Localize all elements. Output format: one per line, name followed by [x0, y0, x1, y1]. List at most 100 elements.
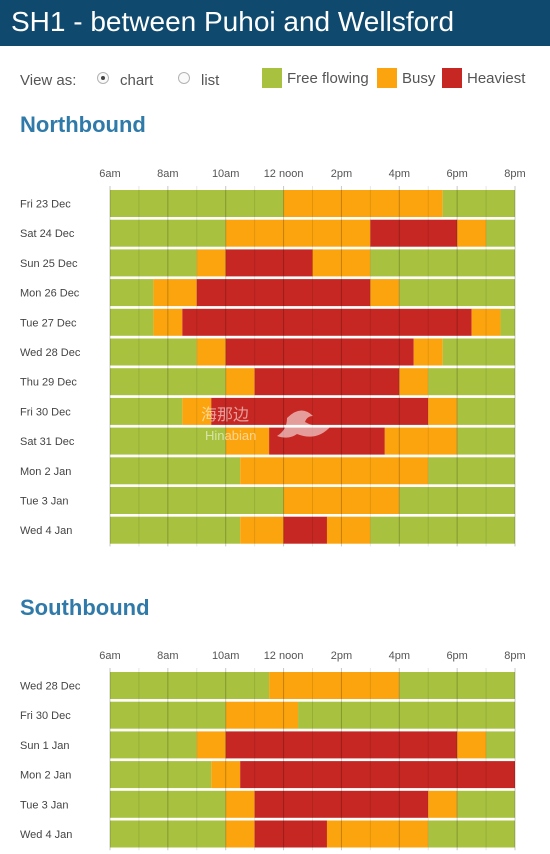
- segment-free: [110, 701, 226, 729]
- segment-free: [110, 397, 183, 425]
- x-tick-label: 8pm: [504, 650, 525, 662]
- x-tick-label: 12 noon: [264, 650, 304, 662]
- x-tick-label: 8pm: [504, 168, 525, 180]
- segment-busy: [225, 368, 255, 396]
- segment-free: [110, 516, 241, 544]
- segment-free: [486, 731, 515, 759]
- row-label: Tue 3 Jan: [20, 496, 69, 508]
- x-tick-label: 4pm: [389, 168, 410, 180]
- row-label: Tue 27 Dec: [20, 317, 77, 329]
- segment-free: [428, 820, 515, 848]
- segment-free: [500, 308, 515, 336]
- segment-free: [457, 397, 515, 425]
- segment-heavy: [254, 820, 327, 848]
- chart-option-label[interactable]: chart: [120, 72, 154, 89]
- bird-icon: [277, 410, 331, 438]
- segment-busy: [457, 731, 487, 759]
- x-tick-label: 12 noon: [264, 168, 304, 180]
- segment-free: [486, 219, 515, 247]
- chart-radio[interactable]: [97, 72, 109, 84]
- row-label: Mon 2 Jan: [20, 770, 71, 782]
- segment-busy: [196, 249, 226, 277]
- segment-heavy: [225, 731, 458, 759]
- row-label: Sat 31 Dec: [20, 436, 75, 448]
- page-title: SH1 - between Puhoi and Wellsford: [11, 6, 455, 37]
- row-label: Mon 2 Jan: [20, 466, 71, 478]
- segment-busy: [428, 397, 458, 425]
- row-label: Wed 4 Jan: [20, 829, 72, 841]
- segment-free: [110, 219, 226, 247]
- segment-free: [110, 761, 212, 789]
- legend-label-free-flowing: Free flowing: [287, 70, 369, 87]
- row-label: Thu 29 Dec: [20, 377, 77, 389]
- segment-busy: [182, 397, 212, 425]
- x-tick-label: 2pm: [331, 168, 352, 180]
- row-label: Tue 3 Jan: [20, 799, 69, 811]
- view-as-row: View as: chart list Free flowing Busy He…: [0, 62, 550, 96]
- segment-busy: [326, 516, 371, 544]
- segment-busy: [413, 338, 443, 366]
- segment-free: [428, 368, 515, 396]
- segment-heavy: [182, 308, 472, 336]
- watermark-text-en: Hinabian: [205, 428, 256, 443]
- legend-label-heaviest: Heaviest: [467, 70, 526, 87]
- segment-free: [298, 701, 515, 729]
- segment-free: [399, 487, 515, 514]
- segment-busy: [225, 219, 371, 247]
- segment-free: [110, 672, 270, 699]
- segment-busy: [457, 219, 487, 247]
- list-radio[interactable]: [178, 72, 190, 84]
- segment-heavy: [211, 397, 429, 425]
- row-label: Fri 23 Dec: [20, 199, 71, 211]
- segment-heavy: [196, 279, 371, 307]
- x-tick-label: 2pm: [331, 650, 352, 662]
- segment-free: [110, 279, 154, 307]
- segment-busy: [269, 672, 400, 699]
- x-tick-label: 10am: [212, 168, 240, 180]
- segment-busy: [471, 308, 501, 336]
- list-option-label[interactable]: list: [201, 72, 220, 89]
- watermark-text-cn: 海那边: [201, 406, 249, 424]
- segment-free: [110, 338, 197, 366]
- legend-swatch-heaviest: [442, 68, 462, 88]
- segment-free: [442, 338, 515, 366]
- segment-free: [110, 249, 197, 277]
- x-tick-label: 4pm: [389, 650, 410, 662]
- segment-free: [110, 790, 226, 818]
- segment-free: [442, 190, 515, 217]
- segment-free: [110, 427, 226, 455]
- segment-free: [110, 731, 197, 759]
- segment-busy: [153, 308, 183, 336]
- segment-free: [110, 487, 284, 514]
- segment-free: [370, 249, 515, 277]
- x-tick-label: 8am: [157, 650, 178, 662]
- x-tick-label: 8am: [157, 168, 178, 180]
- segment-free: [399, 279, 515, 307]
- segment-busy: [225, 820, 255, 848]
- segment-busy: [153, 279, 197, 307]
- northbound-heading: Northbound: [20, 112, 146, 137]
- northbound-chart: 6am 8am 10am 12 noon 2pm 4pm 6pm 8pm Fri 23 Dec S…: [20, 168, 526, 547]
- segment-free: [370, 516, 515, 544]
- watermark: 海那边 Hinabian: [201, 406, 331, 443]
- x-tick-label: 6pm: [446, 168, 467, 180]
- segment-heavy: [225, 249, 313, 277]
- segment-busy: [240, 516, 284, 544]
- segment-heavy: [225, 338, 414, 366]
- row-label: Wed 28 Dec: [20, 681, 81, 693]
- segment-free: [457, 790, 515, 818]
- x-tick-label: 6pm: [446, 650, 467, 662]
- segment-busy: [211, 761, 241, 789]
- segment-busy: [399, 368, 429, 396]
- segment-busy: [428, 790, 458, 818]
- segment-free: [110, 190, 284, 217]
- segment-free: [110, 457, 241, 485]
- segment-heavy: [370, 219, 458, 247]
- row-label: Mon 26 Dec: [20, 288, 80, 300]
- segment-free: [428, 457, 515, 485]
- segment-free: [457, 427, 515, 455]
- row-label: Sun 1 Jan: [20, 740, 70, 752]
- segment-free: [110, 820, 226, 848]
- segment-heavy: [283, 516, 327, 544]
- legend-swatch-busy: [377, 68, 397, 88]
